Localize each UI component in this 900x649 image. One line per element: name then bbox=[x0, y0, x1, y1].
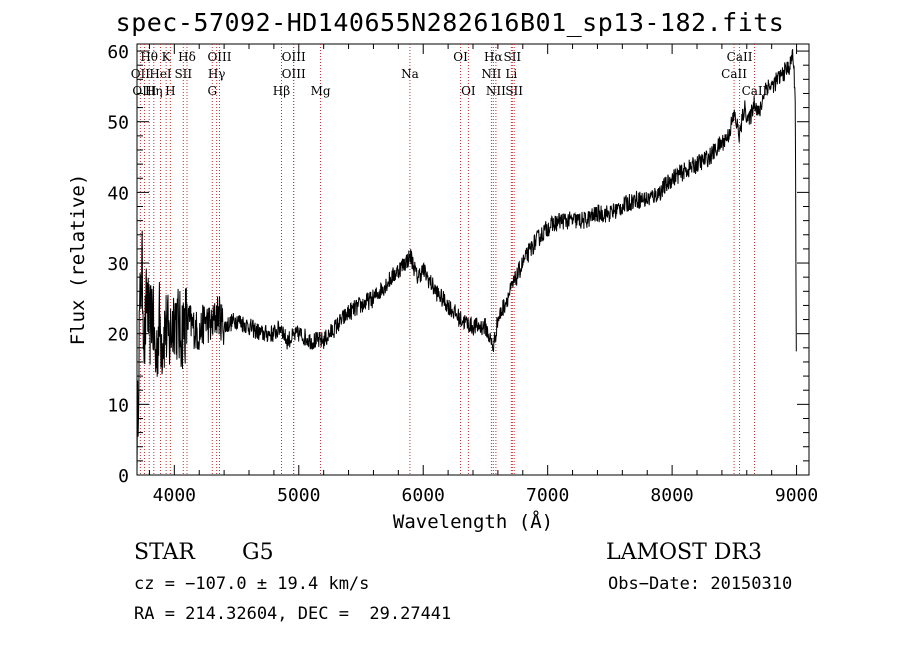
x-axis-label: Wavelength (Å) bbox=[393, 510, 553, 533]
spectral-line-label: HeI bbox=[149, 67, 172, 81]
ticks-layer: 4000 5000 6000 7000 8000 9000 0 10 20 30 40 50 60 bbox=[107, 42, 818, 506]
series-layer bbox=[136, 49, 797, 476]
spectral-line-label: NII bbox=[481, 67, 501, 81]
spectral-line-label: NII bbox=[486, 84, 506, 98]
y-tick-label: 30 bbox=[107, 254, 129, 275]
spectral-line-label: Hδ bbox=[178, 50, 196, 64]
spectral-line-label: OII bbox=[131, 67, 151, 81]
coordinates: RA = 214.32604, DEC = 29.27441 bbox=[134, 604, 452, 624]
y-axis-label: Flux (relative) bbox=[67, 174, 89, 346]
spectral-line-label: Li bbox=[505, 67, 517, 81]
spectral-line-label: SII bbox=[503, 50, 521, 64]
spectral-line-label: OIII bbox=[282, 50, 306, 64]
y-tick-label: 0 bbox=[118, 466, 129, 487]
spectral-line-label: Hβ bbox=[273, 84, 290, 98]
x-tick-label: 7000 bbox=[526, 485, 569, 506]
y-tick-label: 60 bbox=[107, 42, 129, 63]
spectral-line-label: CaII bbox=[742, 84, 768, 98]
radial-velocity: cz = −107.0 ± 19.4 km/s bbox=[134, 574, 370, 594]
spectral-line-label: Hγ bbox=[208, 67, 226, 81]
x-tick-label: 4000 bbox=[153, 485, 196, 506]
spectral-line-label: K bbox=[162, 50, 172, 64]
spectral-line-label: SII bbox=[505, 84, 523, 98]
x-tick-label: 6000 bbox=[402, 485, 445, 506]
y-tick-label: 50 bbox=[107, 113, 129, 134]
spectral-line-label: OIII bbox=[132, 84, 156, 98]
survey-name: LAMOST DR3 bbox=[606, 540, 762, 565]
observation-date: Obs−Date: 20150310 bbox=[608, 574, 793, 594]
plot-frame bbox=[136, 43, 810, 476]
spectral-line-label: Hα bbox=[484, 50, 503, 64]
object-type: STAR bbox=[134, 540, 195, 565]
y-tick-label: 40 bbox=[107, 183, 129, 204]
x-tick-label: 8000 bbox=[650, 485, 693, 506]
chart-title: spec-57092-HD140655N282616B01_sp13-182.f… bbox=[115, 8, 785, 37]
spectral-line-label: OIII bbox=[282, 67, 306, 81]
spectral-line-label: CaII bbox=[727, 50, 753, 64]
spectrum-series-line bbox=[136, 49, 797, 476]
x-tick-label: 9000 bbox=[775, 485, 818, 506]
x-tick-label: 5000 bbox=[277, 485, 320, 506]
object-subclass: G5 bbox=[242, 540, 274, 565]
spectral-line-label: G bbox=[207, 84, 217, 98]
spectral-line-label: Mg bbox=[311, 84, 331, 98]
spectral-line-label: H bbox=[165, 84, 175, 98]
y-tick-label: 10 bbox=[107, 395, 129, 416]
spectral-lines-layer bbox=[139, 44, 755, 475]
spectral-line-label: OI bbox=[453, 50, 468, 64]
spectral-line-label: OIII bbox=[207, 50, 231, 64]
spectral-line-label: Hη bbox=[145, 84, 163, 98]
spectral-line-label: CaII bbox=[721, 67, 747, 81]
y-tick-label: 20 bbox=[107, 325, 129, 346]
spectral-line-label: Hθ bbox=[140, 50, 158, 64]
spectral-line-label: Na bbox=[401, 67, 419, 81]
spectral-line-label: OI bbox=[461, 84, 476, 98]
spectral-line-label: SII bbox=[174, 67, 192, 81]
